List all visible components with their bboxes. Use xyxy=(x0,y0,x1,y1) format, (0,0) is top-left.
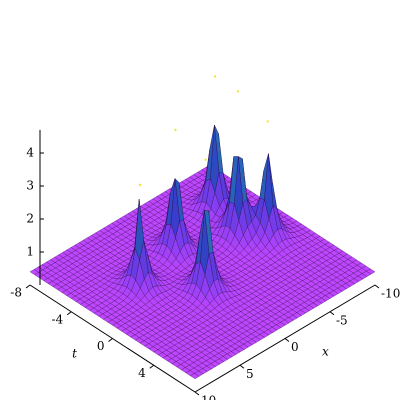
peak xyxy=(266,120,269,123)
t-tick-label: 0 xyxy=(97,339,105,353)
x-tick-label: -10 xyxy=(381,287,400,301)
t-tick-label: -4 xyxy=(52,312,64,326)
t-tick xyxy=(149,364,155,369)
peak xyxy=(138,183,142,187)
t-tick xyxy=(25,284,31,289)
t-tick xyxy=(66,311,72,316)
peak xyxy=(236,90,240,93)
x-tick xyxy=(194,391,200,396)
t-tick-label: 4 xyxy=(138,366,146,380)
peak xyxy=(213,75,217,78)
t-tick-label: -8 xyxy=(10,286,22,300)
peak xyxy=(174,128,177,132)
z-tick-label: 1 xyxy=(26,245,34,259)
x-tick xyxy=(284,338,290,342)
x-tick xyxy=(374,284,380,289)
z-tick-label: 2 xyxy=(26,212,34,226)
surface xyxy=(29,75,376,380)
x-axis-label: x xyxy=(322,344,329,358)
x-tick-label: 0 xyxy=(291,340,299,354)
axes: 1 2 3 4 -8 -4 0 4 t -10 -5 0 5 10 x xyxy=(10,129,400,400)
t-axis-label: t xyxy=(72,347,77,361)
x-tick-label: -5 xyxy=(336,313,348,327)
t-tick xyxy=(108,338,113,342)
x-tick-label: 5 xyxy=(246,367,254,381)
peak xyxy=(204,158,207,161)
surface-cell xyxy=(189,373,200,380)
z-tick-label: 4 xyxy=(26,146,34,160)
z-tick-label: 3 xyxy=(26,179,34,193)
x-tick-label: 10 xyxy=(201,394,216,400)
x-tick xyxy=(239,364,245,369)
x-tick xyxy=(329,311,335,316)
